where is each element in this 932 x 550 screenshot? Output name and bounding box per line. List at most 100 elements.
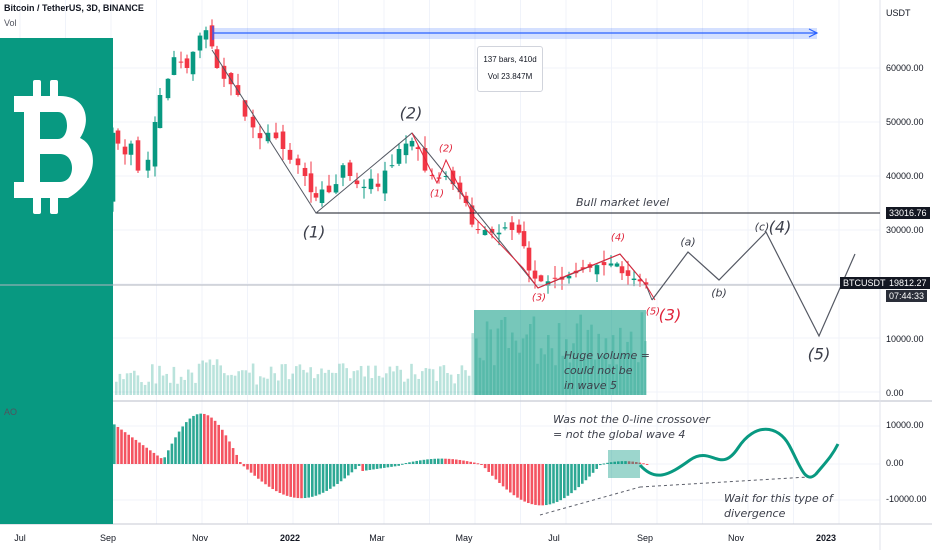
last-price-tag: 19812.27 [886,277,930,289]
ao-bar [645,463,649,465]
volume-bar [421,371,424,395]
volume-bar [273,373,276,395]
volume-bar [460,365,464,395]
candle-body [302,167,308,176]
ao-bar [113,424,116,464]
ao-bar [422,459,426,464]
candle-body [361,186,367,189]
ao-bar [321,464,325,493]
subwave-label-4: (4) [610,232,626,244]
ao-bar [620,461,624,464]
ao-bar [350,464,354,473]
volume-bar [410,363,413,395]
ao-bar [487,464,490,472]
candle-body [538,275,544,282]
volume-bar [363,376,366,395]
candle-body [157,95,163,129]
volume-bar [302,369,305,395]
ao-bar [638,462,642,464]
ao-bar [458,459,462,464]
ao-bar [185,422,188,464]
time-tick: Jul [14,533,26,543]
volume-bar [352,371,356,395]
candle-body [389,165,395,167]
volume-bar [179,376,183,395]
ao-bar [181,426,184,464]
volume-bar [442,365,446,395]
ao-bar [534,464,537,505]
volume-bar [403,381,406,395]
ao-bar [505,464,508,490]
ao-bar [411,461,415,464]
candle-body [287,149,293,160]
ao-bar [170,443,174,464]
ao-bar [149,450,152,464]
volume-bar [424,368,428,395]
ao-bar [336,464,339,484]
ao-bar [631,461,634,464]
volume-bar [208,359,212,395]
ao-bar [311,464,314,497]
volume-bar [183,379,186,395]
volume-bar [147,381,150,395]
volume-bar [377,375,381,395]
ao-bar [581,464,584,484]
ao-bar [584,464,588,481]
ao-bar [343,464,346,479]
ao-bar [145,447,148,464]
candle-body [403,143,409,156]
ao-projection-curve [638,427,840,479]
volume-bar [205,362,208,395]
ao-bar [519,464,523,500]
candle-body [450,170,456,185]
ao-bar [386,464,390,468]
subwave-label-5: (5) [645,306,661,318]
volume-bar [435,380,438,395]
ao-bar [383,464,386,468]
volume-bar [244,370,248,395]
price-tick: 0.00 [886,388,904,398]
ao-bar [127,434,130,464]
candle-body [171,57,177,75]
volume-bar [334,372,338,395]
volume-bar [327,369,330,395]
ao-bar [415,460,418,464]
volume-bar [341,363,345,395]
bitcoin-logo-icon [14,96,93,198]
candle-body [637,279,643,282]
volume-bar [457,374,460,395]
ao-note-line-1: Was not the 0-line crossover [553,413,710,426]
volume-bar [226,375,230,395]
volume-bar [464,370,467,395]
ao-bar [120,429,123,464]
volume-bar [197,363,201,395]
ao-bar [440,458,444,464]
volume-bar [176,383,179,395]
ao-bar [347,464,350,476]
volume-bar [151,364,154,395]
ao-bar [159,458,163,464]
ao-bar [455,459,458,464]
volume-bar [230,374,233,395]
bitcoin-logo-icon [50,196,58,214]
volume-bar [298,364,302,395]
volume-highlight-box [474,310,646,395]
volume-bar [215,359,219,395]
candle-body [197,35,203,51]
candle-body [152,122,158,167]
candle-body [375,183,381,187]
ao-bar [577,464,580,488]
volume-bar [190,372,194,395]
candle-body [203,30,209,40]
measure-volume: Vol 23.847M [487,72,533,81]
candle-body [228,73,234,85]
ao-bar [329,464,332,489]
candle-body [382,170,388,194]
candle-body [469,205,475,225]
ao-bar [267,464,271,487]
ao-bar [300,464,303,499]
ao-bar [195,414,199,464]
ao-bar [480,464,483,465]
ao-bar [617,461,620,464]
